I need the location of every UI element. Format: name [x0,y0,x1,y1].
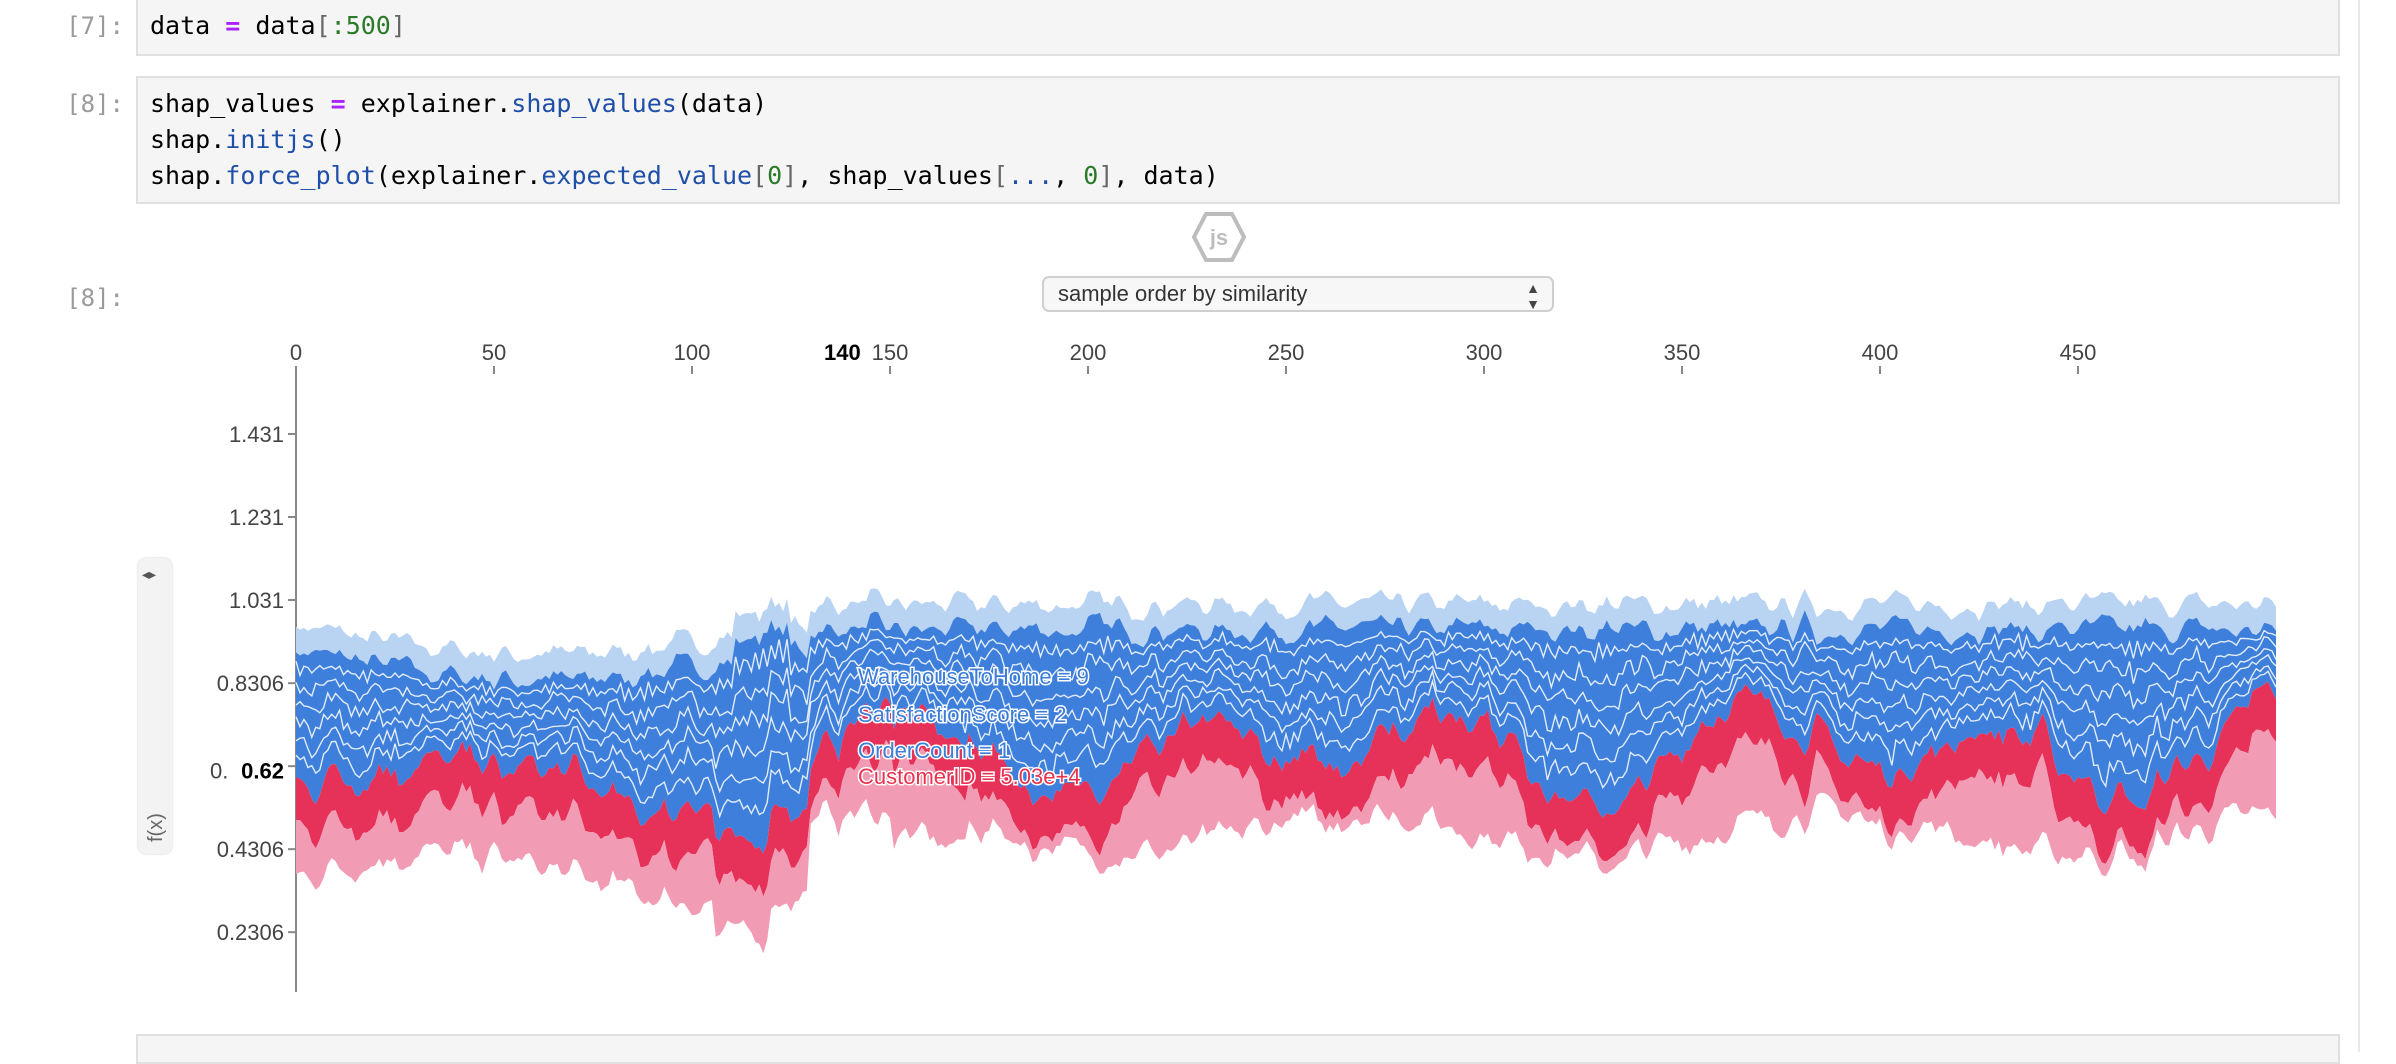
output-prompt-8: [8]: [66,284,124,312]
feature-annotation: WarehouseToHome = 9 [858,664,1089,689]
next-code-cell[interactable] [136,1034,2340,1064]
x-tick-label: 50 [482,340,506,365]
code-token: shap. [150,161,226,190]
js-logo-text: js [1209,225,1228,250]
code-token: [ [752,161,768,190]
code-token: shap_values [511,89,677,118]
code-token: = [225,11,241,40]
y-tick-label: 0.8306 [217,671,284,696]
code-token: 0 [1083,161,1099,190]
code-token: , shap_values [797,161,993,190]
code-token: = [330,89,346,118]
feature-stripe [295,644,2277,742]
x-tick-label: 250 [1268,340,1305,365]
y-tick-label: 1.231 [229,505,284,530]
sample-ordering-select[interactable]: sample order by similarity ▲ ▼ [1042,276,1554,312]
code-token: data [150,11,226,40]
feature-annotation: SatisfactionScore = 2 [858,702,1067,727]
select-arrows-icon: ▲ ▼ [1526,280,1540,312]
code-token: [ [315,11,331,40]
code-line-3: shap.force_plot(explainer.expected_value… [150,158,2326,194]
feature-annotation: OrderCount = 1 [858,738,1010,763]
x-tick-label: 200 [1070,340,1107,365]
feature-stripe [295,653,2277,769]
code-token: (data) [676,89,768,118]
y-tick-label: 1.431 [229,422,284,447]
yaxis-selector-panel[interactable]: ◂▸ [138,558,172,854]
code-token: shap. [150,125,226,154]
negative-effect-light-area [296,588,2276,690]
positive-effect-dark-area [296,681,2276,897]
code-token: ] [390,11,406,40]
cell-prompt-7: [7]: [66,12,124,40]
code-token: (explainer. [375,161,542,190]
select-value: sample order by similarity [1058,281,1308,306]
code-token: [ [992,161,1008,190]
feature-annotation: CustomerID = 5.03e+4 [858,764,1081,789]
cell-prompt-8: [8]: [66,90,124,118]
feature-stripe [295,636,2277,727]
code-token: 0 [767,161,783,190]
code-token: , data) [1113,161,1219,190]
code-token: ] [782,161,798,190]
code-token: :500 [330,11,391,40]
scrollbar[interactable] [2358,0,2360,1052]
y-tick-label: 0.2306 [217,920,284,945]
y-tick-label: 0.4306 [217,837,284,862]
svg-text:f(x): f(x) [145,813,167,842]
x-tick-label: 400 [1862,340,1899,365]
code-token: expected_value [541,161,753,190]
feature-stripe [295,627,2277,704]
hover-fx-label: 0.62 [241,759,284,784]
partial-y-tick-label: 0. [210,759,228,784]
code-token: ... [1008,161,1054,190]
y-tick-label: 1.031 [229,588,284,613]
positive-effect-light-area [296,729,2276,954]
resize-arrows-icon: ◂▸ [142,566,157,582]
hover-x-label: 140 [824,340,861,365]
code-token: explainer. [345,89,512,118]
x-tick-label: 100 [674,340,711,365]
js-logo-icon: js [1192,212,1246,262]
code-token: initjs [225,125,316,154]
code-token: force_plot [225,161,376,190]
feature-stripe [295,663,2277,794]
code-cell-8[interactable]: shap_values = explainer.shap_values(data… [136,76,2340,204]
code-cell-7[interactable]: data = data[:500] [136,0,2340,56]
code-line-2: shap.initjs() [150,122,2326,158]
x-tick-label: 150 [872,340,909,365]
code-token: shap_values [150,89,331,118]
x-tick-label: 0 [290,340,302,365]
fx-label: f(x) [145,813,167,842]
code-token: ] [1098,161,1114,190]
x-tick-label: 350 [1664,340,1701,365]
code-line-1: shap_values = explainer.shap_values(data… [150,86,2326,122]
x-tick-label: 300 [1466,340,1503,365]
code-token: , [1053,161,1084,190]
code-token: data [240,11,316,40]
code-token: () [315,125,346,154]
x-tick-label: 450 [2060,340,2097,365]
feature-stripe [295,670,2277,819]
